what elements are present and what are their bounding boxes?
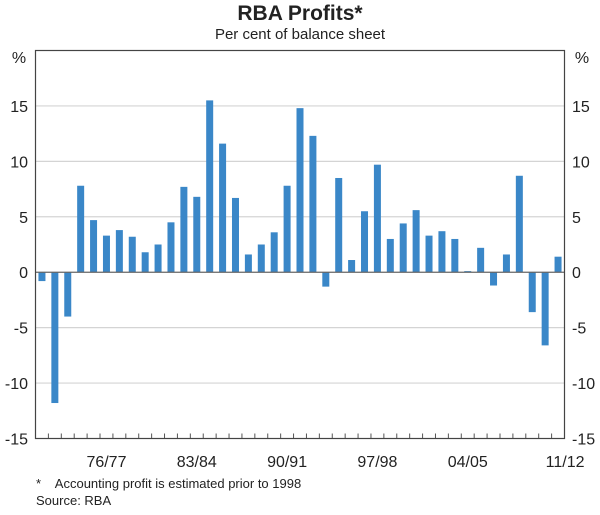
x-tick-label: 97/98	[357, 454, 397, 471]
y-tick-label-right: 0	[572, 265, 581, 282]
bar-89/90	[270, 232, 278, 273]
bar-98/99	[386, 238, 394, 273]
source-note: Source: RBA	[36, 493, 111, 508]
bar-95/96	[348, 260, 356, 273]
bar-96/97	[361, 211, 369, 273]
y-tick-label-right: 10	[572, 154, 590, 171]
y-tick-label-right: 5	[572, 210, 581, 227]
bar-02/03	[438, 231, 446, 273]
bar-07/08	[502, 254, 510, 273]
y-tick-label-left: -5	[14, 321, 28, 338]
x-tick-label: 04/05	[448, 454, 488, 471]
bar-01/02	[425, 235, 433, 273]
chart-title: RBA Profits*	[237, 2, 363, 25]
bar-90/91	[283, 185, 291, 273]
y-tick-label-right: -10	[572, 376, 595, 393]
bar-80/81	[154, 244, 162, 273]
y-tick-label-left: 10	[10, 154, 28, 171]
bar-92/93	[309, 135, 317, 273]
y-tick-label-left: -15	[5, 432, 28, 449]
chart-subtitle: Per cent of balance sheet	[215, 26, 386, 43]
bar-87/88	[244, 254, 252, 273]
bar-79/80	[141, 252, 149, 273]
bar-05/06	[477, 247, 485, 273]
bar-10/11	[541, 272, 549, 346]
y-tick-label-left: 5	[19, 210, 28, 227]
x-tick-label: 83/84	[177, 454, 217, 471]
bar-11/12	[554, 256, 562, 273]
y-tick-label-left: 0	[19, 265, 28, 282]
bar-88/89	[257, 244, 265, 273]
bar-74/75	[77, 185, 85, 273]
x-tick-label: 11/12	[546, 454, 585, 471]
bar-81/82	[167, 222, 175, 273]
bar-94/95	[335, 177, 343, 273]
bar-06/07	[490, 272, 498, 286]
bar-83/84	[193, 196, 201, 273]
bar-72/73	[51, 272, 59, 404]
bar-75/76	[90, 220, 98, 273]
bar-71/72	[38, 272, 46, 282]
bar-78/79	[128, 236, 136, 273]
y-axis-unit-left: %	[12, 50, 26, 67]
y-tick-label-left: 15	[10, 99, 28, 116]
y-tick-label-right: -5	[572, 321, 586, 338]
bar-03/04	[451, 238, 459, 273]
bar-99/00	[399, 223, 407, 273]
bar-77/78	[115, 230, 123, 273]
x-tick-label: 76/77	[86, 454, 126, 471]
bar-76/77	[102, 235, 110, 273]
bar-97/98	[373, 164, 381, 273]
plot-frame	[34, 49, 566, 440]
bar-08/09	[515, 175, 523, 273]
bar-73/74	[64, 272, 72, 317]
bar-93/94	[322, 272, 330, 287]
bar-00/01	[412, 210, 420, 273]
x-tick-label: 90/91	[267, 454, 307, 471]
bar-85/86	[219, 143, 227, 273]
bar-91/92	[296, 108, 304, 273]
bar-84/85	[206, 100, 214, 273]
y-tick-label-left: -10	[5, 376, 28, 393]
bar-86/87	[231, 197, 239, 273]
y-tick-label-right: -15	[572, 432, 595, 449]
bar-82/83	[180, 186, 188, 273]
footnote: * Accounting profit is estimated prior t…	[36, 476, 301, 491]
bar-09/10	[528, 272, 536, 313]
y-axis-unit-right: %	[575, 50, 589, 67]
y-tick-label-right: 15	[572, 99, 590, 116]
